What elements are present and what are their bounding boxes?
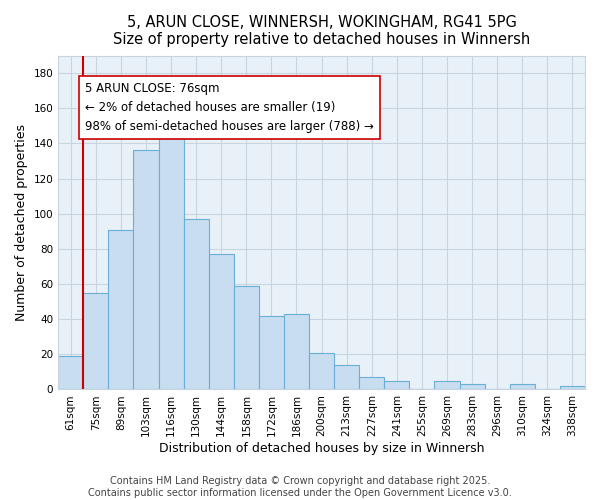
Bar (259, 316, 284, 390)
Text: Contains HM Land Registry data © Crown copyright and database right 2025.
Contai: Contains HM Land Registry data © Crown c… (88, 476, 512, 498)
Bar (133, 150, 158, 390)
Bar (109, 230, 133, 390)
Bar (560, 386, 585, 390)
Bar (385, 380, 409, 390)
Bar (309, 352, 334, 390)
Bar (460, 384, 485, 390)
X-axis label: Distribution of detached houses by size in Winnersh: Distribution of detached houses by size … (159, 442, 484, 455)
Bar (334, 365, 359, 390)
Bar (209, 254, 234, 390)
Bar (359, 377, 385, 390)
Bar (510, 384, 535, 390)
Title: 5, ARUN CLOSE, WINNERSH, WOKINGHAM, RG41 5PG
Size of property relative to detach: 5, ARUN CLOSE, WINNERSH, WOKINGHAM, RG41… (113, 15, 530, 48)
Bar (434, 380, 460, 390)
Bar (234, 286, 259, 390)
Text: 5 ARUN CLOSE: 76sqm
← 2% of detached houses are smaller (19)
98% of semi-detache: 5 ARUN CLOSE: 76sqm ← 2% of detached hou… (85, 82, 374, 133)
Bar (158, 138, 184, 390)
Bar (58, 356, 83, 390)
Bar (284, 314, 309, 390)
Bar (83, 293, 109, 390)
Y-axis label: Number of detached properties: Number of detached properties (15, 124, 28, 321)
Bar (184, 219, 209, 390)
